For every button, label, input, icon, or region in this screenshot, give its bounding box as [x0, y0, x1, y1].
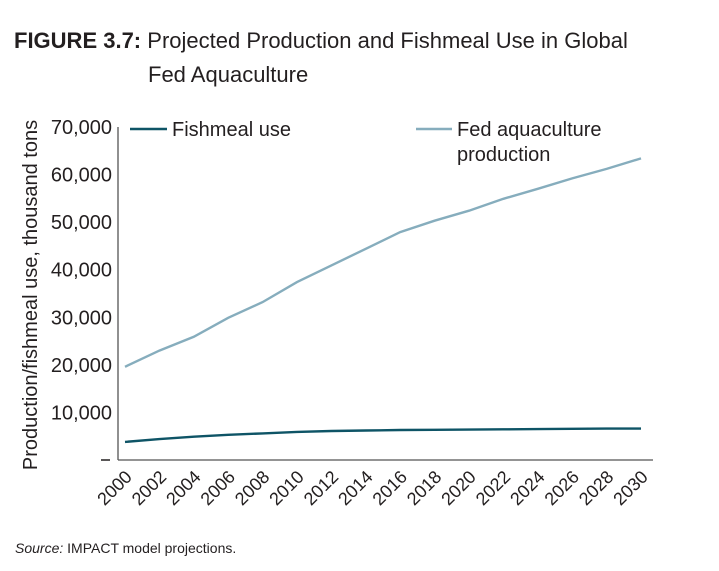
x-tick-label: 2020 [437, 467, 479, 509]
x-tick-label: 2030 [609, 467, 651, 509]
x-tick-label: 2024 [506, 467, 548, 509]
y-tick-label: 30,000 [51, 307, 112, 329]
x-tick-label: 2008 [231, 467, 273, 509]
figure-label: FIGURE 3.7: [14, 28, 142, 53]
series-line-fed-aquaculture [124, 157, 642, 368]
y-tick-label: 20,000 [51, 355, 112, 377]
title-line-2: Fed Aquaculture [148, 62, 309, 87]
x-tick-label: 2016 [369, 467, 411, 509]
figure-title: FIGURE 3.7: Projected Production and Fis… [14, 24, 628, 92]
x-tick-label: 2002 [128, 467, 170, 509]
x-tick-label: 2026 [541, 467, 583, 509]
y-tick-label: 50,000 [51, 212, 112, 234]
y-axis-label: Production/fishmeal use, thousand tons [20, 120, 42, 470]
y-tick-label: 70,000 [51, 117, 112, 139]
source-text: IMPACT model projections. [63, 540, 237, 556]
x-tick-label: 2014 [334, 467, 376, 509]
x-tick-label: 2006 [197, 467, 239, 509]
source-note: Source: IMPACT model projections. [15, 540, 236, 556]
x-tick-label: 2012 [300, 467, 342, 509]
legend-label-fed-aquaculture: Fed aquaculture production [457, 119, 602, 166]
x-tick-label: 2004 [162, 467, 204, 509]
source-label: Source: [15, 540, 64, 556]
legend-label-fishmeal: Fishmeal use [172, 119, 291, 141]
title-line-1: Projected Production and Fishmeal Use in… [147, 28, 628, 53]
x-tick-label: 2000 [93, 467, 135, 509]
y-tick-label: 60,000 [51, 165, 112, 187]
x-tick-label: 2010 [265, 467, 307, 509]
series-line-fishmeal [124, 427, 641, 444]
x-tick-label: 2022 [472, 467, 514, 509]
y-tick-label: 10,000 [51, 402, 112, 424]
y-tick-label: 40,000 [51, 260, 112, 282]
x-tick-label: 2018 [403, 467, 445, 509]
x-tick-label: 2028 [575, 467, 617, 509]
